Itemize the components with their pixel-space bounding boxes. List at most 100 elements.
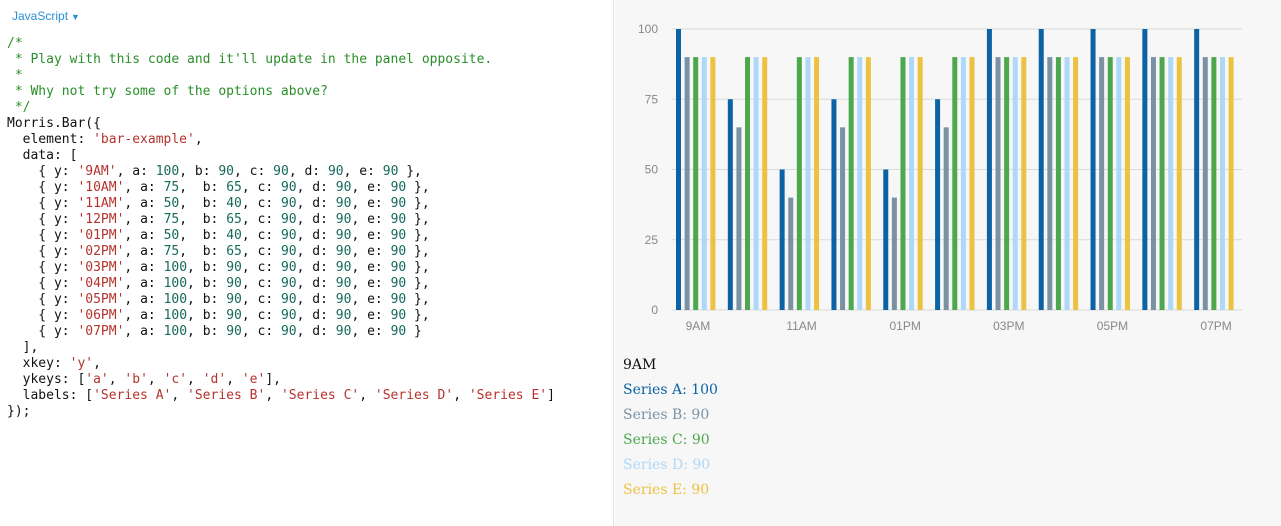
code-token: '10AM' (77, 180, 125, 195)
code-token: 65 (226, 180, 242, 195)
code-line: data: [ (7, 148, 78, 163)
bar (1107, 57, 1113, 310)
bar (779, 169, 785, 310)
code-token: 'b' (124, 372, 148, 387)
code-token: , d: (288, 164, 328, 179)
code-token: 'y' (69, 356, 94, 371)
bar (1055, 57, 1061, 310)
bar (900, 57, 906, 310)
bar (796, 57, 802, 310)
code-token: , e: (351, 324, 391, 339)
y-tick-label: 0 (651, 303, 658, 317)
code-token: , b: (179, 244, 227, 259)
code-token: 'c' (163, 372, 188, 387)
code-token: { y: (7, 164, 78, 179)
code-token: * (7, 68, 23, 83)
bar (952, 57, 958, 310)
code-token: 100 (163, 292, 188, 307)
code-line: element: 'bar-example', (7, 132, 203, 147)
code-token: , c: (241, 324, 281, 339)
code-line: { y: '06PM', a: 100, b: 90, c: 90, d: 90… (7, 308, 430, 323)
code-token: }, (406, 308, 430, 323)
code-token: , b: (179, 228, 227, 243)
code-token: '02PM' (77, 244, 125, 259)
code-token: 90 (335, 180, 352, 195)
hover-series-value: Series B: 90 (623, 407, 710, 423)
code-token: , d: (296, 196, 336, 211)
code-line: * Play with this code and it'll update i… (7, 52, 492, 67)
code-token: 'd' (202, 372, 227, 387)
code-token: 90 (390, 228, 407, 243)
code-token: 90 (390, 180, 407, 195)
code-token: { y: (7, 244, 78, 259)
code-token: * Why not try some of the options above? (7, 84, 328, 99)
code-token: 90 (390, 196, 407, 211)
bar (762, 57, 768, 310)
code-editor[interactable]: /* * Play with this code and it'll updat… (7, 36, 555, 420)
bar (891, 197, 897, 310)
language-dropdown[interactable]: JavaScript ▼ (12, 9, 80, 23)
x-tick-label: 01PM (890, 319, 921, 333)
code-token: }, (406, 212, 430, 227)
code-line: { y: '01PM', a: 50, b: 40, c: 90, d: 90,… (7, 228, 429, 243)
code-token: , e: (351, 292, 391, 307)
code-token: , d: (296, 260, 336, 275)
code-token: , e: (351, 228, 391, 243)
code-token: 90 (390, 292, 407, 307)
code-token: 'Series B' (187, 388, 266, 403)
code-token: '07PM' (77, 324, 125, 339)
bar (1211, 57, 1217, 310)
code-token: 90 (382, 164, 399, 179)
code-token: 90 (327, 164, 344, 179)
code-token: 90 (280, 260, 297, 275)
code-token: 100 (163, 308, 188, 323)
code-token: 90 (280, 292, 297, 307)
code-token: , d: (296, 308, 336, 323)
bar (701, 57, 707, 310)
code-token: , b: (179, 212, 227, 227)
code-line: { y: '10AM', a: 75, b: 65, c: 90, d: 90,… (7, 180, 429, 195)
code-token: , (147, 372, 164, 387)
code-token: 90 (335, 228, 352, 243)
bar (676, 29, 681, 310)
code-token: , a: (124, 292, 164, 307)
code-token: '06PM' (77, 308, 125, 323)
code-token: , c: (241, 244, 281, 259)
code-token: 90 (280, 228, 297, 243)
bar (1021, 57, 1027, 310)
code-token: 65 (226, 244, 242, 259)
bar (1004, 57, 1010, 310)
code-token: 90 (226, 260, 242, 275)
bar-chart[interactable]: 100 75 50 25 0 9AM 11AM 01PM 03PM 05PM 07PM (615, 0, 1281, 345)
x-tick-label: 9AM (686, 319, 711, 333)
code-token: 90 (335, 260, 352, 275)
code-token: ] (547, 388, 555, 403)
code-token: , a: (124, 212, 164, 227)
code-token: 90 (280, 212, 297, 227)
x-tick-label: 11AM (786, 319, 816, 333)
bar (1202, 57, 1208, 310)
code-token: , (359, 388, 375, 403)
code-token: 90 (280, 276, 297, 291)
bar (1194, 29, 1200, 310)
y-tick-label: 25 (645, 233, 659, 247)
code-token: 90 (226, 276, 242, 291)
code-token: , e: (351, 244, 391, 259)
bar (1228, 57, 1234, 310)
code-token: 90 (335, 244, 352, 259)
code-token: element: (7, 132, 94, 147)
bar (986, 29, 992, 310)
bar (1150, 57, 1156, 310)
code-token: , d: (296, 324, 336, 339)
code-token: 75 (163, 212, 180, 227)
code-line: xkey: 'y', (7, 356, 101, 371)
code-token: , d: (296, 276, 336, 291)
code-token: }, (398, 164, 422, 179)
bar (1219, 57, 1225, 310)
code-token: , d: (296, 180, 336, 195)
bar (840, 127, 846, 310)
code-token: , a: (124, 196, 164, 211)
code-token: , b: (187, 324, 227, 339)
code-token: * Play with this code and it'll update i… (7, 52, 493, 67)
code-token: 40 (226, 228, 242, 243)
